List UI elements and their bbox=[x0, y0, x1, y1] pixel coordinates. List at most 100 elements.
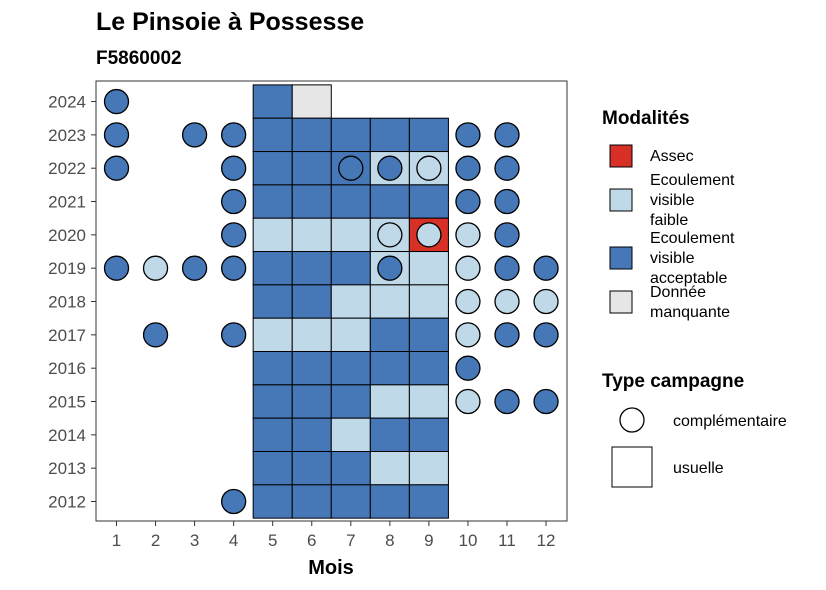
legend-key-assec bbox=[609, 144, 633, 168]
complementaire-points bbox=[103, 88, 559, 515]
legend-campagne: Type campagne complémentaire usuelle bbox=[602, 371, 787, 488]
legend-modalites-title: Modalités bbox=[602, 108, 690, 129]
y-tick-label: 2020 bbox=[48, 226, 86, 245]
cell-2022-6 bbox=[291, 151, 332, 186]
y-tick-label: 2016 bbox=[48, 359, 86, 378]
y-tick-label: 2014 bbox=[48, 426, 86, 445]
point-2020-4 bbox=[220, 222, 247, 248]
cell-2015-9 bbox=[408, 384, 449, 419]
legend-label-acceptable: visible bbox=[650, 250, 695, 267]
point-2017-11 bbox=[494, 322, 520, 348]
point-2019-3 bbox=[181, 255, 208, 281]
point-2017-12 bbox=[533, 322, 559, 348]
legend-label-manquante: manquante bbox=[650, 304, 730, 321]
x-tick-label: 10 bbox=[458, 531, 477, 550]
chart-subtitle: F5860002 bbox=[96, 48, 182, 69]
usuelle-cells bbox=[252, 84, 449, 519]
cell-2014-6 bbox=[291, 417, 332, 453]
cell-2016-9 bbox=[408, 351, 449, 386]
cell-2012-8 bbox=[369, 484, 410, 519]
y-tick-label: 2022 bbox=[48, 159, 86, 178]
cell-2013-8 bbox=[369, 451, 410, 486]
chart-title: Le Pinsoie à Possesse bbox=[96, 8, 364, 36]
cell-2014-7 bbox=[330, 417, 371, 453]
point-2019-1 bbox=[103, 255, 130, 281]
point-2022-1 bbox=[103, 155, 130, 181]
plot-border bbox=[95, 80, 568, 522]
point-2022-4 bbox=[220, 155, 247, 181]
point-2019-12 bbox=[533, 255, 559, 281]
point-2018-12 bbox=[533, 288, 559, 315]
legend-label-faible: Ecoulement bbox=[650, 172, 735, 189]
point-2017-4 bbox=[220, 322, 247, 348]
point-2021-4 bbox=[220, 188, 247, 215]
cell-2023-6 bbox=[291, 117, 332, 153]
cell-2021-6 bbox=[291, 184, 332, 219]
cell-2020-7 bbox=[330, 217, 371, 253]
point-2019-11 bbox=[494, 255, 520, 281]
point-2021-11 bbox=[494, 188, 520, 215]
cell-2018-5 bbox=[252, 284, 293, 319]
x-tick-label: 12 bbox=[537, 531, 556, 550]
point-2015-12 bbox=[533, 388, 559, 415]
point-2023-1 bbox=[103, 122, 130, 148]
legend-label-assec: Assec bbox=[650, 148, 694, 165]
legend-label-manquante: Donnée bbox=[650, 284, 706, 301]
point-2019-4 bbox=[220, 255, 247, 281]
cell-2019-9 bbox=[408, 251, 449, 286]
point-2022-11 bbox=[494, 155, 520, 181]
cell-2023-5 bbox=[252, 117, 293, 153]
y-tick-label: 2017 bbox=[48, 326, 86, 345]
legend-campagne-title: Type campagne bbox=[602, 371, 744, 392]
point-2022-10 bbox=[455, 155, 481, 181]
legend-label-complementaire: complémentaire bbox=[673, 413, 787, 430]
cell-2018-6 bbox=[291, 284, 332, 319]
legend-label-faible: faible bbox=[650, 212, 688, 229]
y-tick-label: 2024 bbox=[48, 93, 86, 112]
y-tick-label: 2021 bbox=[48, 193, 86, 212]
cell-2017-5 bbox=[252, 317, 293, 353]
cell-2016-5 bbox=[252, 351, 293, 386]
point-2018-10 bbox=[455, 288, 481, 315]
legend-key-acceptable bbox=[609, 246, 633, 270]
cell-2017-6 bbox=[291, 317, 332, 353]
x-tick-label: 4 bbox=[229, 531, 238, 550]
cell-2019-7 bbox=[330, 251, 371, 286]
point-2023-4 bbox=[220, 122, 247, 148]
cell-2013-9 bbox=[408, 451, 449, 486]
x-tick-label: 3 bbox=[190, 531, 199, 550]
cell-2021-5 bbox=[252, 184, 293, 219]
point-2024-1 bbox=[103, 88, 130, 115]
legend-label-acceptable: Ecoulement bbox=[650, 230, 735, 247]
cell-2014-8 bbox=[369, 417, 410, 453]
cell-2015-6 bbox=[291, 384, 332, 419]
cell-2015-5 bbox=[252, 384, 293, 419]
point-2020-9 bbox=[416, 222, 442, 248]
y-tick-label: 2012 bbox=[48, 493, 86, 512]
legend-label-faible: visible bbox=[650, 192, 695, 209]
cell-2012-6 bbox=[291, 484, 332, 519]
cell-2012-7 bbox=[330, 484, 371, 519]
cell-2019-6 bbox=[291, 251, 332, 286]
cell-2012-9 bbox=[408, 484, 449, 519]
cell-2012-5 bbox=[252, 484, 293, 519]
cell-2015-8 bbox=[369, 384, 410, 419]
point-2020-8 bbox=[377, 222, 403, 248]
y-axis: 2012 2013 2014 2015 2016 2017 2018 2019 2020 2021… bbox=[48, 93, 96, 512]
cell-2013-6 bbox=[291, 451, 332, 486]
point-2023-11 bbox=[494, 122, 520, 148]
point-2018-11 bbox=[494, 288, 520, 315]
point-2022-7 bbox=[338, 155, 364, 181]
cell-2024-5 bbox=[252, 84, 293, 119]
cell-2017-8 bbox=[369, 317, 410, 353]
x-tick-label: 1 bbox=[112, 531, 121, 550]
cell-2016-8 bbox=[369, 351, 410, 386]
point-2021-10 bbox=[455, 188, 481, 215]
legend-modalites: ModalitésAssecEcoulementvisiblefaibleEco… bbox=[602, 108, 735, 321]
legend-key-faible bbox=[609, 188, 633, 212]
point-2019-8 bbox=[377, 255, 403, 281]
cell-2017-7 bbox=[330, 317, 371, 353]
point-2020-10 bbox=[455, 222, 481, 248]
cell-2018-9 bbox=[408, 284, 449, 319]
cell-2014-5 bbox=[252, 417, 293, 453]
